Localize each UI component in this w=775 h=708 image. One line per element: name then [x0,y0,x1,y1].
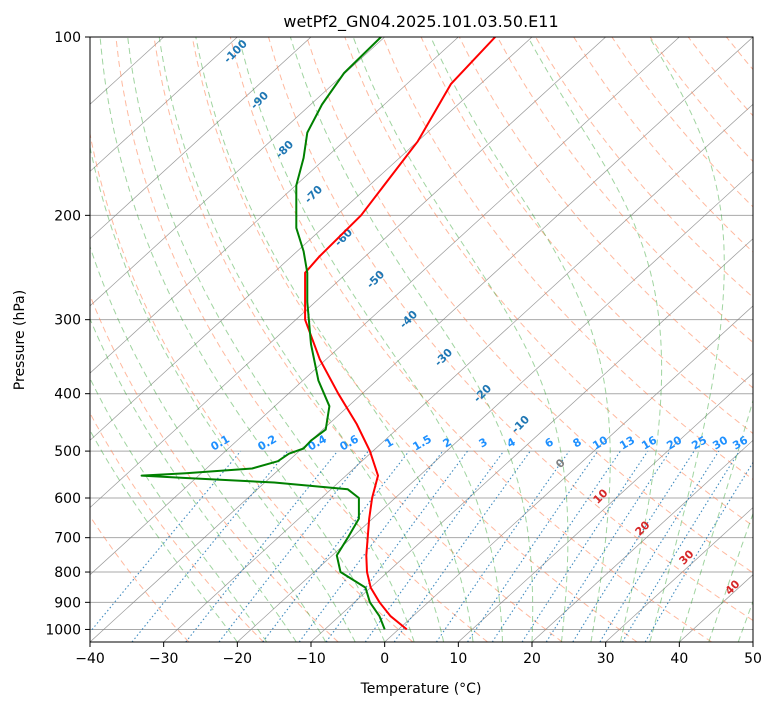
moist-adiabat-line [352,37,569,642]
moist-adiabat-line [678,398,753,642]
moist-adiabat-line [158,37,445,642]
mixing-ratio-line [90,450,242,633]
x-axis-label: Temperature (°C) [360,681,482,697]
dry-adiabat-line [496,37,753,344]
dry-adiabat-line [153,37,563,642]
isotherm-line [90,37,606,509]
y-tick-label: 900 [54,595,81,611]
y-tick-label: 700 [54,531,81,547]
moist-adiabat-line [127,37,415,642]
isotherm-line [90,37,238,172]
moist-adiabat-line [527,37,663,642]
moist-adiabat-line [90,317,297,642]
isotherm-line [752,641,753,642]
isotherm-line [605,507,753,642]
dewpoint-trace [140,37,386,630]
y-tick-label: 400 [54,387,81,403]
mixing-ratio-line [131,450,289,642]
moist-adiabat-line [90,429,238,642]
mixing-ratio-line [364,450,505,642]
dry-adiabat-line [765,37,775,642]
moist-adiabat-line [430,37,611,642]
isotherm-line [531,439,753,642]
mixing-ratio-line [521,450,649,642]
dry-adiabat-line [306,37,753,574]
moist-adiabat-line [238,37,503,642]
x-tick-label: −30 [149,651,179,667]
isotherm-line [90,37,312,240]
isotherm-line [310,238,753,642]
mixing-ratio-line [572,450,695,642]
isotherm-line [237,170,753,642]
moist-adiabat-line [289,37,534,642]
moist-adiabat-line [90,377,268,642]
isotherm-line [90,37,533,441]
isotherm-line [90,37,753,642]
dry-adiabat-line [90,412,264,642]
x-tick-label: 40 [670,651,688,667]
temperature-trace [304,37,496,631]
dry-adiabat-line [229,37,712,642]
y-tick-label: 600 [54,491,81,507]
plot-frame [89,36,754,643]
moist-adiabat-line [90,144,356,642]
isotherm-line [90,37,680,576]
mixing-ratio-line [435,450,570,642]
x-tick-label: 30 [597,651,615,667]
y-axis: 100 200 300 400 500 600 700 800 900 1000 [45,30,90,638]
dry-adiabat-line [382,37,753,481]
x-tick-label: 0 [380,651,389,667]
moist-adiabat-line [90,244,327,642]
x-tick-label: −20 [223,651,253,667]
y-axis-label: Pressure (hPa) [12,290,28,390]
x-tick-label: 20 [523,651,541,667]
x-tick-label: 10 [449,651,467,667]
dry-adiabat-line [90,131,414,642]
y-tick-label: 800 [54,565,81,581]
dry-adiabat-line [268,37,753,622]
chart-title: wetPf2_GN04.2025.101.03.50.E11 [283,12,558,32]
mixing-ratio-line [325,450,468,642]
dry-adiabat-line [115,37,488,642]
dry-adiabat-line [191,37,638,642]
moist-adiabat-line [195,37,474,642]
x-tick-label: 50 [744,651,762,667]
mixing-ratio-line [467,450,599,642]
moist-adiabat-line [648,37,725,642]
dry-adiabat-line [535,37,753,298]
isotherm-line [90,37,459,374]
mixing-ratio-line [185,450,339,642]
mixing-ratio-line [298,450,444,642]
y-tick-label: 300 [54,313,81,329]
isotherm-line [163,103,753,642]
y-tick-label: 500 [54,444,81,460]
moist-adiabat-line [99,37,386,642]
moist-adiabat-line [708,512,753,642]
isotherm-line [458,372,753,642]
y-tick-label: 100 [54,30,81,46]
dry-adiabat-line [344,37,753,527]
sounding-traces [140,37,496,631]
mixing-ratio-line [393,450,531,642]
background-lines [90,37,775,642]
isotherm-line [90,37,385,307]
mixing-ratio-line [262,450,410,642]
x-axis: −40 −30 −20 −10 0 10 20 30 40 50 [75,642,762,667]
x-tick-label: −10 [296,651,326,667]
isotherm-line [384,305,753,642]
mixing-ratio-line [545,450,671,642]
dry-adiabat-line [90,515,190,642]
x-tick-label: −40 [75,651,105,667]
mixing-ratio-line [621,450,740,642]
y-tick-label: 200 [54,208,81,224]
mixing-ratio-line [491,450,621,642]
y-tick-label: 1000 [45,622,81,638]
